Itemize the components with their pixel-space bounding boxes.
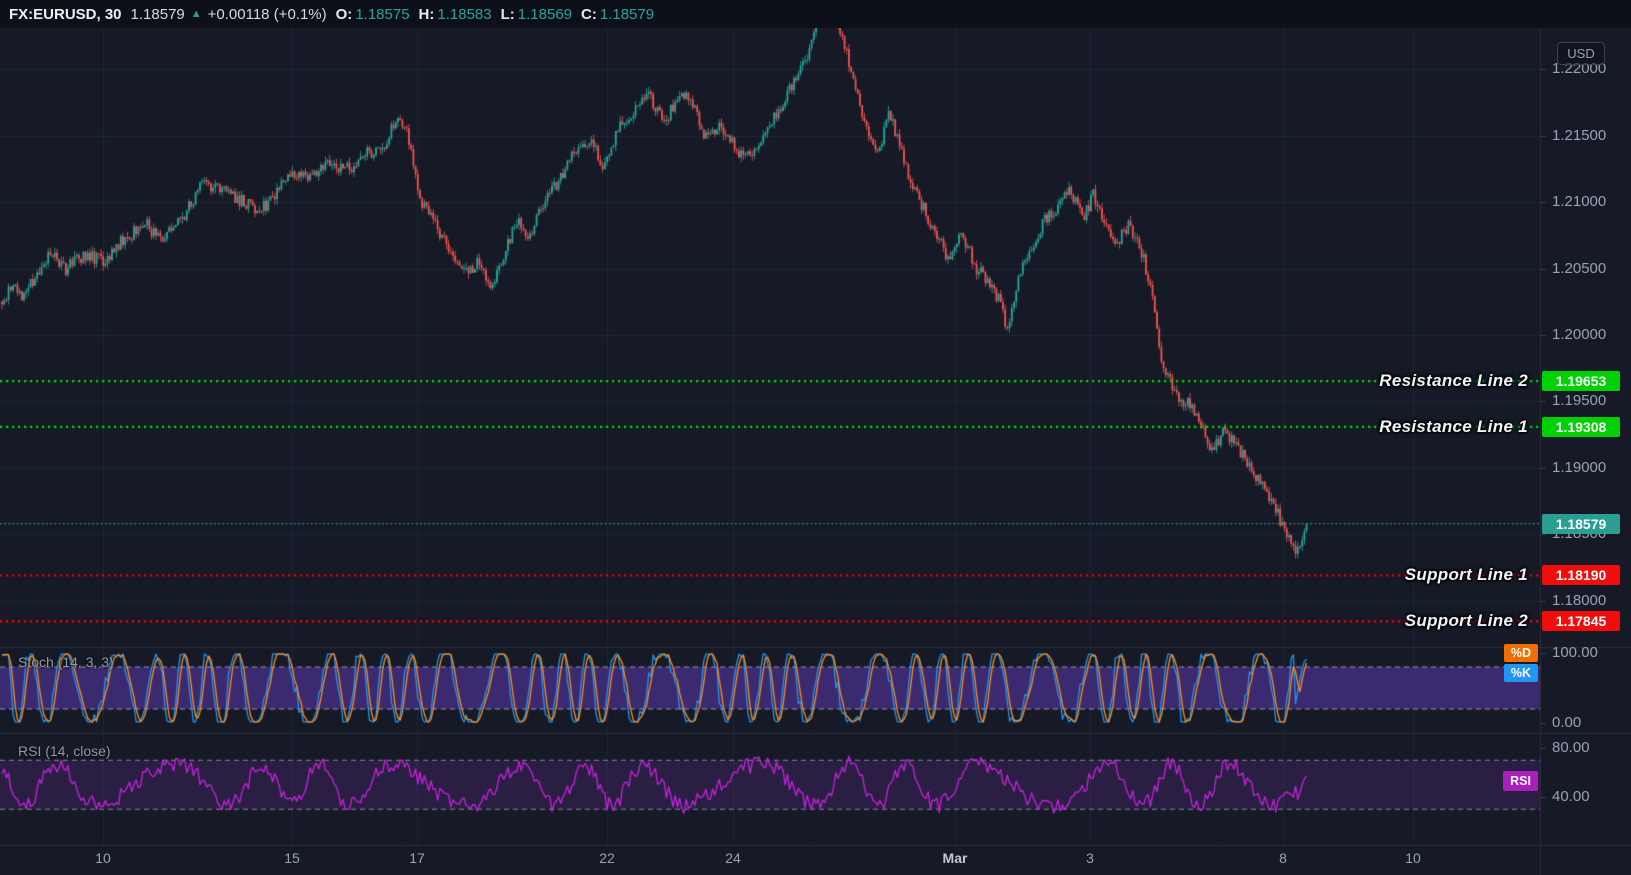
price-badge-resistance: 1.19653 bbox=[1542, 371, 1620, 392]
price-tick-label: 1.18000 bbox=[1552, 591, 1607, 609]
stoch-k-badge: %K bbox=[1503, 664, 1538, 682]
level-label: Support Line 2 bbox=[1404, 611, 1528, 631]
up-arrow-icon: ▲ bbox=[190, 8, 202, 20]
stoch-indicator-label[interactable]: Stoch (14, 3, 3) bbox=[18, 654, 114, 670]
price-tick-label: 1.19000 bbox=[1552, 458, 1607, 476]
close-value: C: 1.18579 bbox=[581, 5, 655, 23]
price-tick-label: 1.20000 bbox=[1552, 326, 1607, 343]
symbol-header: FX:EURUSD, 30 1.18579 ▲ +0.00118 (+0.1%)… bbox=[0, 0, 1631, 28]
stoch-axis-label: 100.00 bbox=[1552, 644, 1598, 661]
last-price: 1.18579 bbox=[130, 5, 185, 23]
time-axis-label: 15 bbox=[284, 850, 300, 866]
high-value: H: 1.18583 bbox=[418, 5, 492, 23]
rsi-value-badge: RSI bbox=[1503, 771, 1538, 791]
level-label: Resistance Line 2 bbox=[1379, 371, 1528, 391]
time-axis-label: 10 bbox=[1405, 850, 1421, 866]
price-badge-last-price: 1.18579 bbox=[1542, 513, 1620, 534]
level-label: Support Line 1 bbox=[1404, 565, 1528, 585]
time-axis-label: 22 bbox=[599, 850, 615, 866]
open-value: O: 1.18575 bbox=[335, 5, 410, 23]
price-axis[interactable]: USD 1.22000 1.21500 1.21000 1.20500 1.20000 1… bbox=[1540, 28, 1631, 875]
price-change: +0.00118 (+0.1%) bbox=[207, 5, 327, 23]
time-axis-label: Mar bbox=[942, 850, 968, 866]
price-tick-label: 1.21000 bbox=[1552, 193, 1607, 211]
time-axis[interactable]: 10 15 17 22 24 Mar 3 8 10 bbox=[0, 845, 1631, 875]
time-axis-label: 24 bbox=[725, 850, 741, 866]
price-tick-label: 1.20500 bbox=[1552, 259, 1607, 277]
price-badge-resistance: 1.19308 bbox=[1542, 416, 1620, 437]
price-tick-label: 1.21500 bbox=[1552, 126, 1607, 144]
stoch-d-badge: %D bbox=[1503, 644, 1538, 662]
currency-badge: USD bbox=[1557, 42, 1605, 65]
time-axis-label: 8 bbox=[1279, 850, 1287, 866]
rsi-axis-label: 80.00 bbox=[1552, 739, 1590, 756]
time-axis-label: 10 bbox=[95, 850, 111, 866]
time-axis-label: 17 bbox=[409, 850, 425, 866]
time-axis-label: 3 bbox=[1086, 850, 1094, 866]
price-badge-support: 1.17845 bbox=[1542, 611, 1620, 632]
symbol-name[interactable]: FX:EURUSD, 30 bbox=[9, 5, 122, 23]
rsi-axis-label: 40.00 bbox=[1552, 788, 1590, 805]
price-badge-support: 1.18190 bbox=[1542, 565, 1620, 586]
stoch-axis-label: 0.00 bbox=[1552, 714, 1582, 731]
level-label: Resistance Line 1 bbox=[1379, 416, 1528, 436]
rsi-indicator-label[interactable]: RSI (14, close) bbox=[18, 743, 111, 759]
low-value: L: 1.18569 bbox=[500, 5, 573, 23]
price-tick-label: 1.19500 bbox=[1552, 392, 1607, 410]
